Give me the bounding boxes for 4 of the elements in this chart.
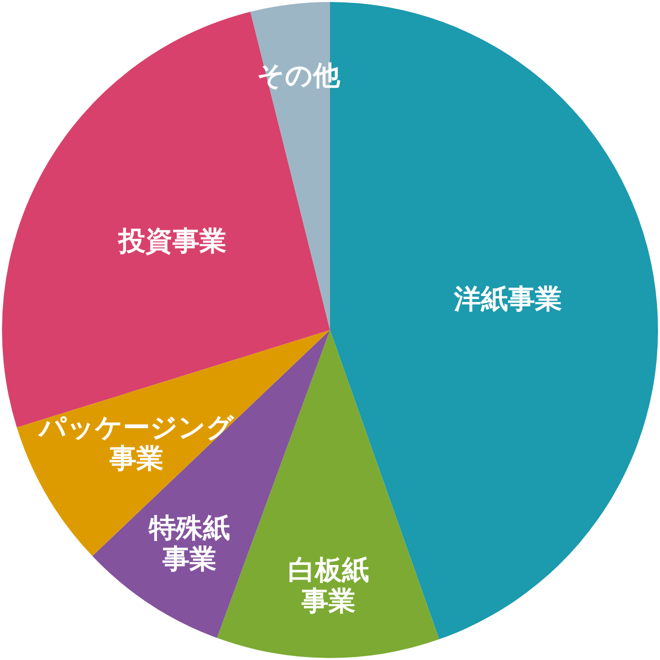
slice-label: 投資事業	[118, 226, 227, 258]
slice-label: 洋紙事業	[452, 284, 562, 316]
slice-label: 特殊紙事業	[148, 512, 230, 575]
slice-label: 白板紙事業	[288, 554, 369, 617]
